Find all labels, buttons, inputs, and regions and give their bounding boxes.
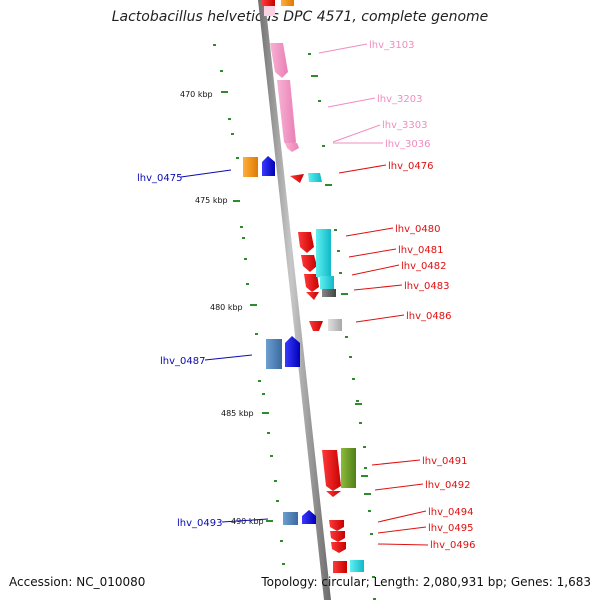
gene-label-lhv-0496[interactable]: lhv_0496	[430, 540, 475, 551]
gene-label-lhv-0491[interactable]: lhv_0491	[422, 456, 467, 467]
gene-label-lhv-0476[interactable]: lhv_0476	[388, 161, 433, 172]
ruler-label-490: 490 kbp	[231, 517, 264, 526]
gene-lhv-0493[interactable]	[283, 512, 298, 525]
gene-lhv-3203[interactable]	[277, 80, 296, 150]
gene-label-lhv-0492[interactable]: lhv_0492	[425, 480, 470, 491]
gene-label-lhv-0487[interactable]: lhv_0487	[160, 356, 205, 367]
gene-label-lhv-3036[interactable]: lhv_3036	[385, 139, 430, 150]
gene-lhv-0476[interactable]	[290, 174, 304, 183]
gene-lhv-0487[interactable]	[285, 336, 300, 367]
gene-label-lhv-0482[interactable]: lhv_0482	[401, 261, 446, 272]
gene-lhv-0492[interactable]	[322, 450, 341, 491]
gene-red-0485[interactable]	[309, 321, 323, 331]
gene-lhv-0482[interactable]	[320, 276, 334, 289]
genome-stats-text: Topology: circular; Length: 2,080,931 bp…	[261, 575, 591, 589]
gene-lhv-3303[interactable]	[285, 143, 299, 152]
gene-label-lhv-0486[interactable]: lhv_0486	[406, 311, 451, 322]
ruler-label-470: 470 kbp	[180, 90, 213, 99]
gene-lhv-3103[interactable]	[270, 43, 288, 78]
gene-lhv-0475[interactable]	[262, 156, 275, 176]
gene-top-red[interactable]	[262, 0, 275, 6]
gene-lhv-0480[interactable]	[316, 229, 331, 277]
gene-label-lhv-0493[interactable]: lhv_0493	[177, 518, 222, 529]
gene-red-0481b[interactable]	[304, 274, 319, 292]
minor-tick-marks	[213, 44, 376, 600]
gene-top-orange[interactable]	[281, 0, 294, 6]
gene-bottom-cyan[interactable]	[350, 560, 364, 572]
gene-lhv-0496[interactable]	[331, 542, 346, 553]
gene-label-lhv-3203[interactable]: lhv_3203	[377, 94, 422, 105]
gene-lhv-0483[interactable]	[322, 289, 336, 297]
gene-lhv-0486[interactable]	[328, 319, 342, 331]
gene-bottom-red[interactable]	[333, 561, 347, 573]
gene-lhv-0494[interactable]	[329, 520, 344, 531]
gene-red-0480b[interactable]	[301, 255, 317, 272]
gene-orange-0474[interactable]	[243, 157, 258, 177]
gene-cyan-0477[interactable]	[308, 173, 322, 182]
gene-label-lhv-3103[interactable]: lhv_3103	[369, 40, 414, 51]
genome-title: Lactobacillus helveticus DPC 4571, compl…	[111, 9, 489, 25]
gene-top-pink[interactable]	[264, 6, 275, 16]
gene-label-lhv-0495[interactable]: lhv_0495	[428, 523, 473, 534]
gene-steel-0488[interactable]	[266, 339, 282, 369]
gene-lhv-0495[interactable]	[330, 531, 345, 542]
label-leader-lines	[180, 43, 429, 546]
gene-red-0482b[interactable]	[306, 292, 319, 300]
gene-label-lhv-0481[interactable]: lhv_0481	[398, 245, 443, 256]
gene-red-0479[interactable]	[298, 232, 314, 253]
gene-label-lhv-0494[interactable]: lhv_0494	[428, 507, 473, 518]
gene-red-0492b[interactable]	[326, 491, 341, 497]
gene-label-lhv-0483[interactable]: lhv_0483	[404, 281, 449, 292]
gene-lhv-0491[interactable]	[341, 448, 356, 488]
accession-text: Accession: NC_010080	[9, 575, 146, 589]
ruler-label-475: 475 kbp	[195, 196, 228, 205]
gene-label-lhv-0480[interactable]: lhv_0480	[395, 224, 440, 235]
ruler-label-485: 485 kbp	[221, 409, 254, 418]
gene-label-lhv-0475[interactable]: lhv_0475	[137, 173, 182, 184]
gene-blue-0493b[interactable]	[302, 510, 316, 524]
ruler-label-480: 480 kbp	[210, 303, 243, 312]
gene-label-lhv-3303[interactable]: lhv_3303	[382, 120, 427, 131]
genome-backbone	[258, 0, 331, 600]
